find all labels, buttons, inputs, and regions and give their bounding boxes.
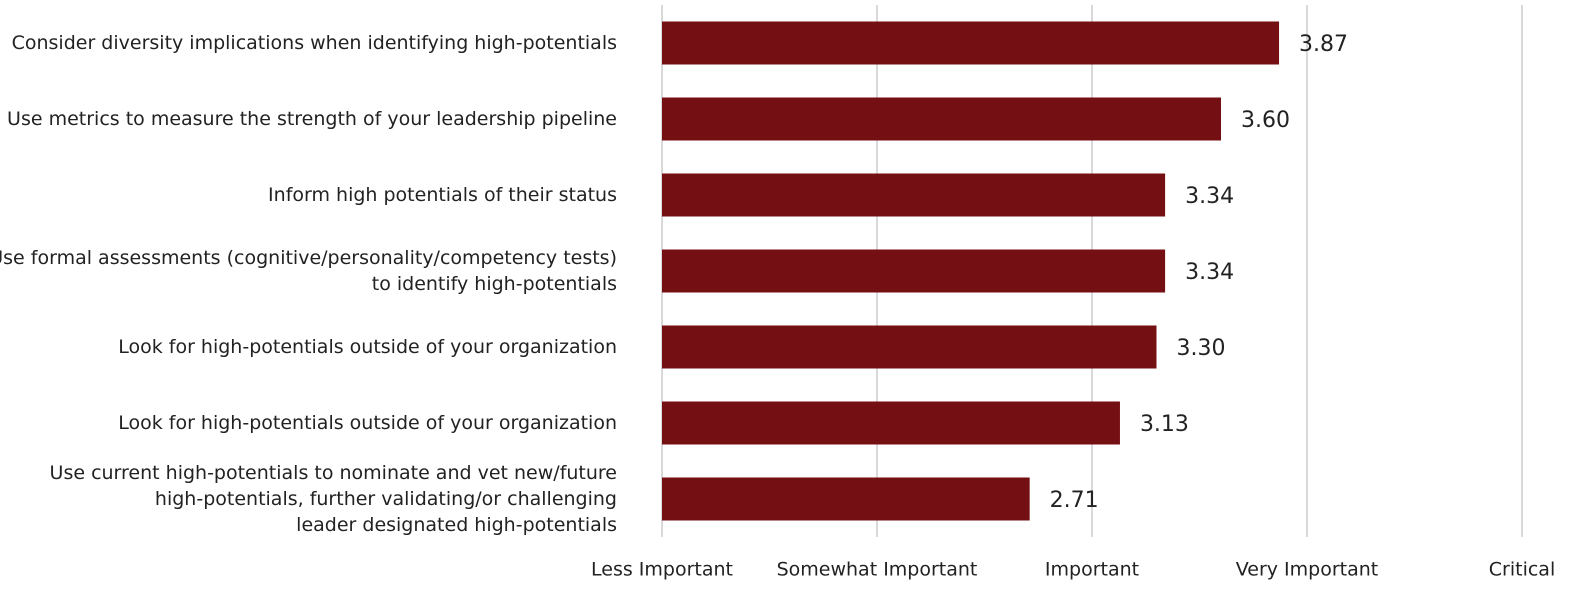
value-label: 3.60: [1241, 108, 1290, 133]
y-tick-label: Use formal assessments (cognitive/person…: [0, 247, 617, 295]
bar: [662, 21, 1280, 65]
x-tick-label: Critical: [1489, 559, 1555, 581]
y-tick-label: Use metrics to measure the strength of y…: [7, 108, 617, 130]
y-tick-label: Look for high-potentials outside of your…: [118, 412, 617, 434]
x-tick-label: Somewhat Important: [777, 559, 978, 581]
value-label: 3.34: [1185, 184, 1234, 209]
x-tick-label: Important: [1045, 559, 1139, 581]
x-tick-label: Very Important: [1236, 559, 1379, 581]
bar: [662, 97, 1221, 141]
value-label: 2.71: [1050, 488, 1099, 513]
y-tick-label: Look for high-potentials outside of your…: [118, 336, 617, 358]
y-tick-label: Inform high potentials of their status: [268, 184, 617, 206]
x-tick-label: Less Important: [591, 559, 733, 581]
bar: [662, 477, 1030, 521]
bar: [662, 249, 1166, 293]
value-label: 3.87: [1299, 32, 1348, 57]
y-tick-label: Use current high-potentials to nominate …: [50, 462, 617, 536]
bar: [662, 325, 1157, 369]
bar: [662, 173, 1166, 217]
value-label: 3.30: [1177, 336, 1226, 361]
value-label: 3.13: [1140, 412, 1189, 437]
y-tick-label: Consider diversity implications when ide…: [12, 32, 617, 54]
value-label: 3.34: [1185, 260, 1234, 285]
bar: [662, 401, 1120, 445]
